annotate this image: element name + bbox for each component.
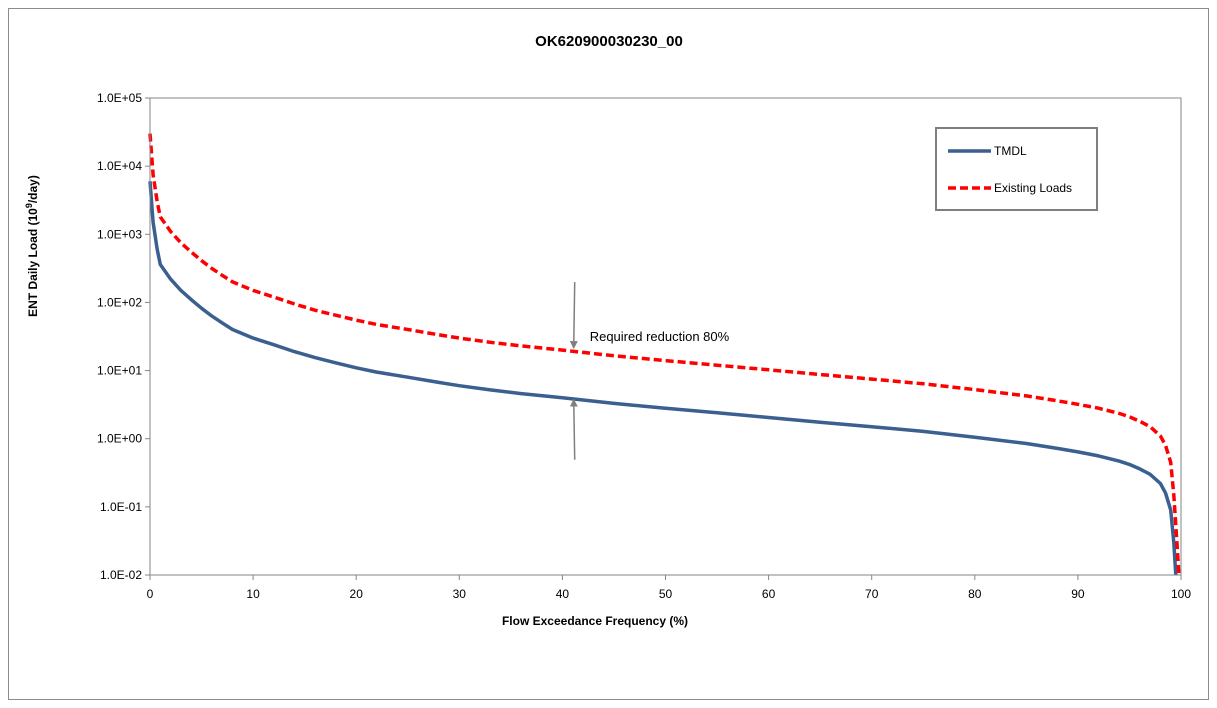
y-axis-ticks: 1.0E-02 1.0E-01 1.0E+00 1.0E+01 1.0E+02 1.0E+…: [97, 91, 150, 582]
series-line-tmdl: [148, 181, 1178, 576]
reduction-arrow-bottom: [569, 398, 578, 460]
chart-title: OK620900030230_00: [535, 33, 683, 50]
x-tick-label: 90: [1071, 587, 1085, 601]
plot-area: [149, 97, 1182, 576]
y-axis-label-sup: 9: [24, 203, 34, 208]
x-tick-label: 30: [453, 587, 467, 601]
annotation: Required reduction 80%: [569, 282, 730, 460]
x-tick-label: 50: [659, 587, 673, 601]
y-axis-label-suffix: /day): [26, 175, 40, 203]
chart-frame: OK620900030230_00 1.0E-02 1.0E-01 1.0E+00 1…: [8, 8, 1209, 700]
legend: TMDL Existing Loads: [935, 127, 1098, 211]
y-tick-label: 1.0E+00: [97, 432, 142, 446]
y-tick-label: 1.0E-01: [100, 500, 142, 514]
x-tick-label: 20: [350, 587, 364, 601]
series-line-existing-loads: [148, 133, 1181, 576]
x-tick-label: 0: [147, 587, 154, 601]
x-tick-label: 40: [556, 587, 570, 601]
x-tick-label: 60: [762, 587, 776, 601]
x-tick-label: 100: [1171, 587, 1191, 601]
x-axis-label: Flow Exceedance Frequency (%): [502, 614, 688, 628]
y-tick-label: 1.0E-02: [100, 568, 142, 582]
y-axis-label: ENT Daily Load (109/day): [24, 175, 40, 317]
x-tick-label: 10: [246, 587, 260, 601]
reduction-annotation: Required reduction 80%: [590, 329, 730, 344]
series-layer: [148, 133, 1181, 576]
y-tick-label: 1.0E+01: [97, 364, 142, 378]
y-tick-label: 1.0E+04: [97, 159, 142, 173]
legend-label-tmdl: TMDL: [994, 144, 1027, 158]
legend-label-existing-loads: Existing Loads: [994, 181, 1072, 195]
y-axis-label-prefix: ENT Daily Load (10: [26, 208, 40, 317]
x-axis-ticks: 0 10 20 30 40 50 60 70 80 90 100: [147, 575, 1191, 601]
x-tick-label: 70: [865, 587, 879, 601]
reduction-arrow-top: [569, 282, 578, 350]
y-tick-label: 1.0E+03: [97, 227, 142, 241]
chart-svg: OK620900030230_00 1.0E-021.0E-011.0E+001…: [24, 33, 1191, 628]
legend-box: [935, 127, 1098, 211]
y-tick-label: 1.0E+05: [97, 91, 142, 105]
y-tick-label: 1.0E+02: [97, 295, 142, 309]
x-tick-label: 80: [968, 587, 982, 601]
